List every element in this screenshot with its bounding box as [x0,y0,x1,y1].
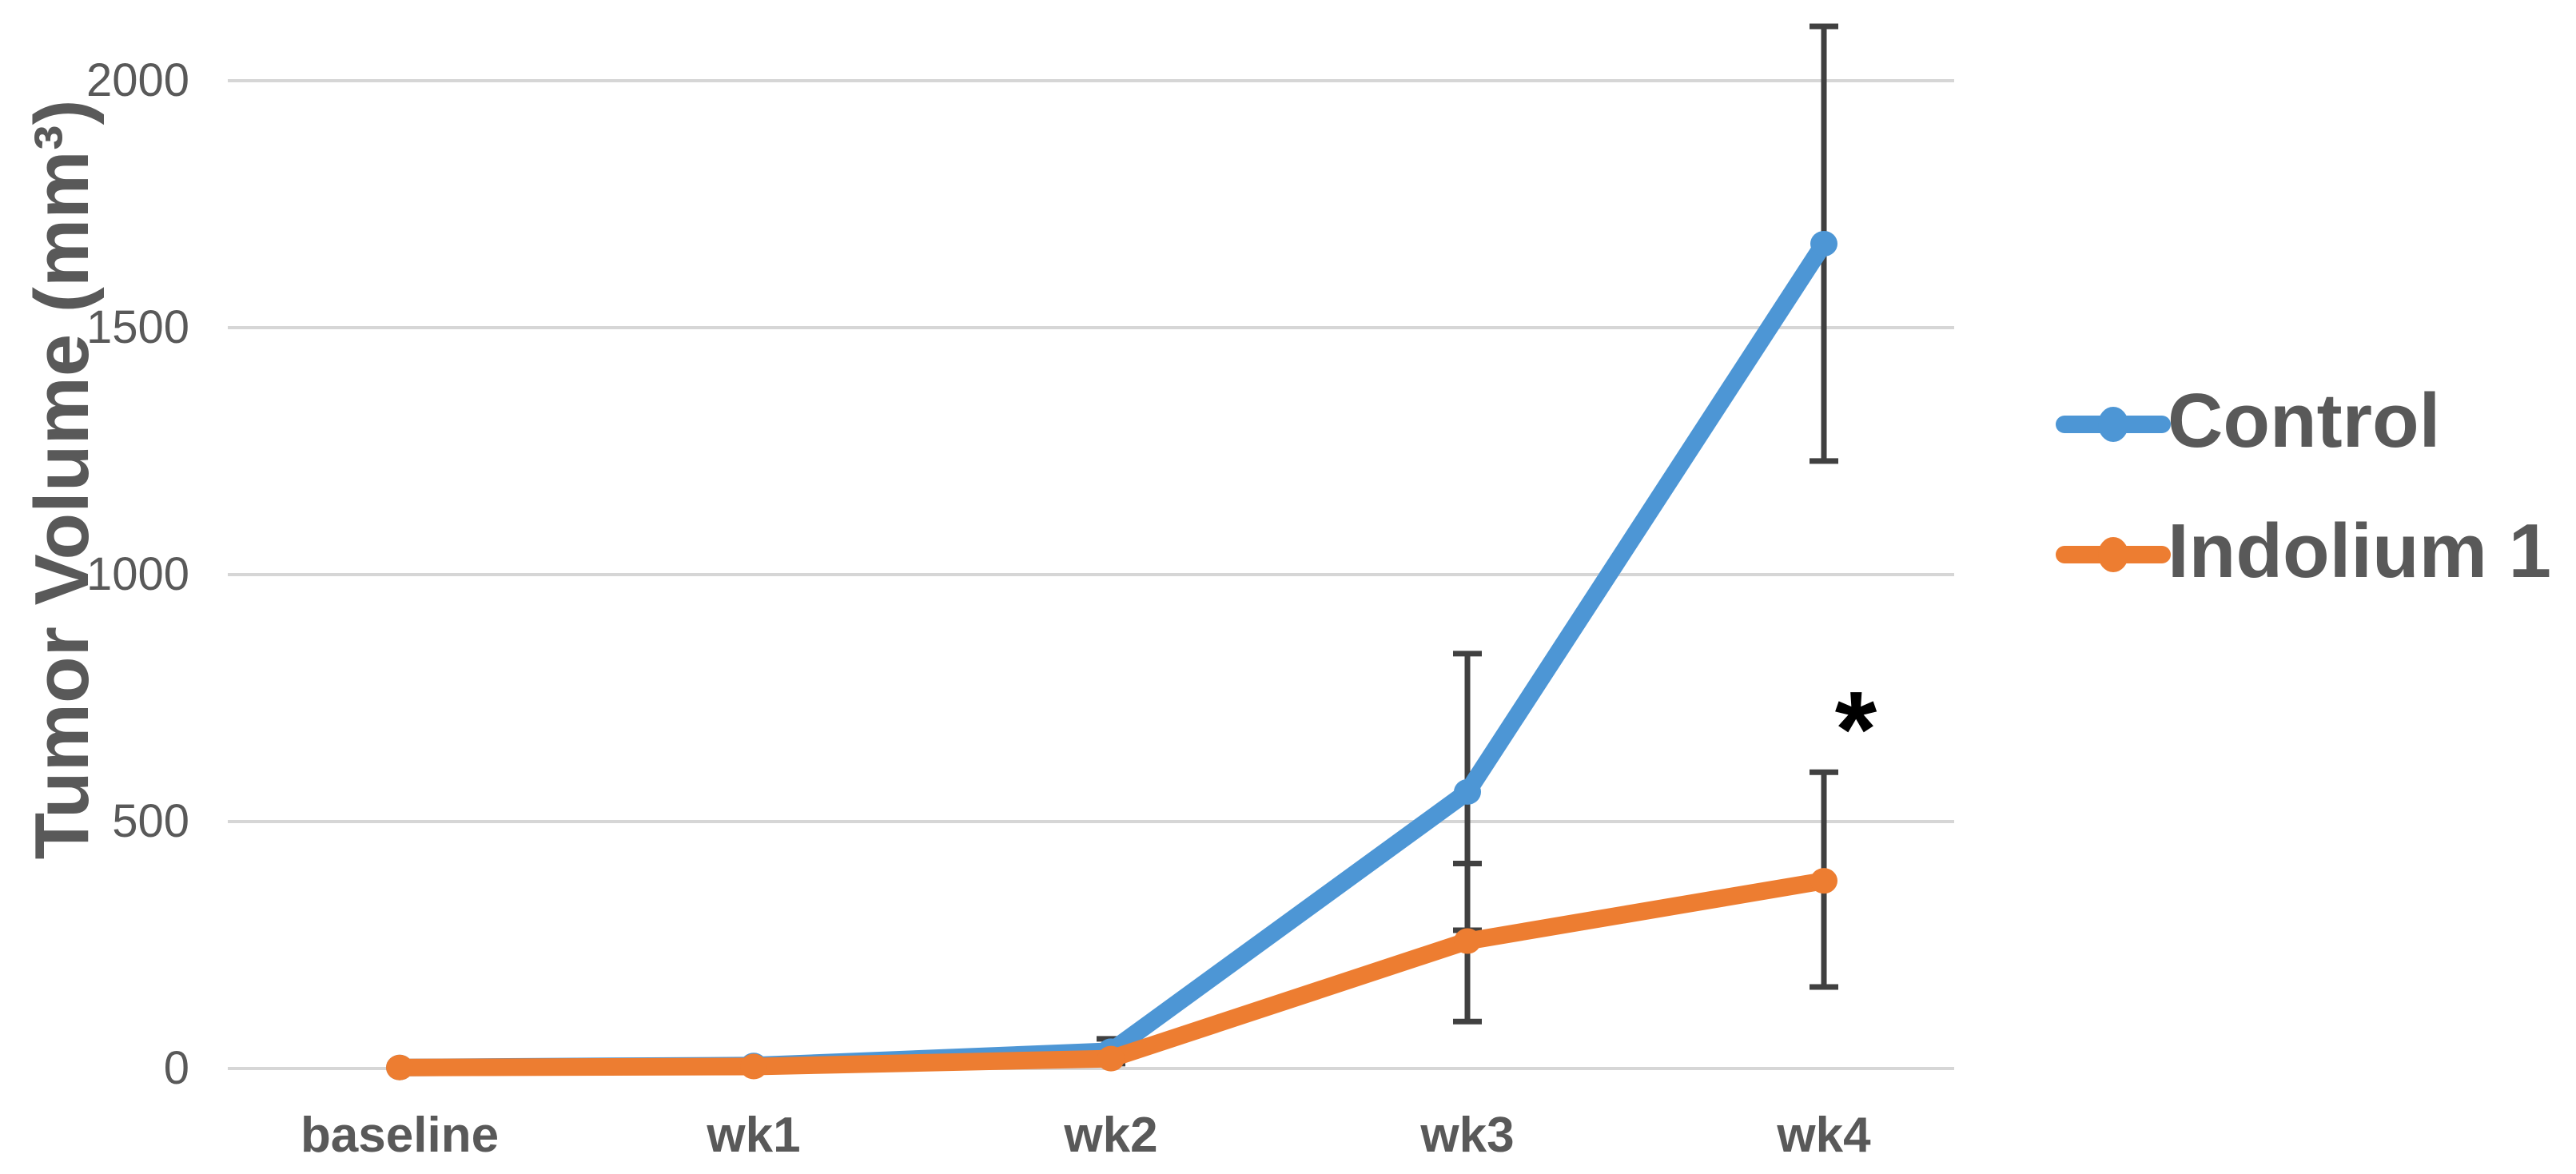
data-point-control-wk3 [1454,778,1481,805]
data-point-indolium-1-wk2 [1097,1045,1125,1072]
y-tick-label-2000: 2000 [86,54,189,106]
x-category-label-wk2: wk2 [1064,1108,1158,1163]
series-line-control [391,234,1833,1076]
data-point-indolium-1-wk1 [740,1053,767,1080]
data-point-indolium-1-wk4 [1810,868,1837,894]
y-axis-title: Tumor Volume (mm³) [19,99,105,860]
x-category-label-wk1: wk1 [707,1108,801,1163]
data-point-indolium-1-wk3 [1454,928,1481,954]
legend-label-indolium-1: Indolium 1 [2168,508,2551,595]
y-tick-label-1000: 1000 [86,548,189,600]
legend-marker-dot-indolium-1 [2098,537,2128,572]
data-point-control-wk4 [1810,230,1837,257]
y-tick-label-500: 500 [112,795,189,847]
x-category-label-wk3: wk3 [1420,1108,1515,1163]
x-category-label-wk4: wk4 [1777,1108,1871,1163]
legend-label-control: Control [2168,378,2441,464]
y-tick-label-1500: 1500 [86,301,189,353]
x-category-label-baseline: baseline [300,1108,500,1163]
legend-marker-dot-control [2098,407,2128,442]
y-tick-label-0: 0 [163,1042,189,1094]
data-point-indolium-1-baseline [386,1054,413,1080]
significance-asterisk: * [1834,669,1877,790]
